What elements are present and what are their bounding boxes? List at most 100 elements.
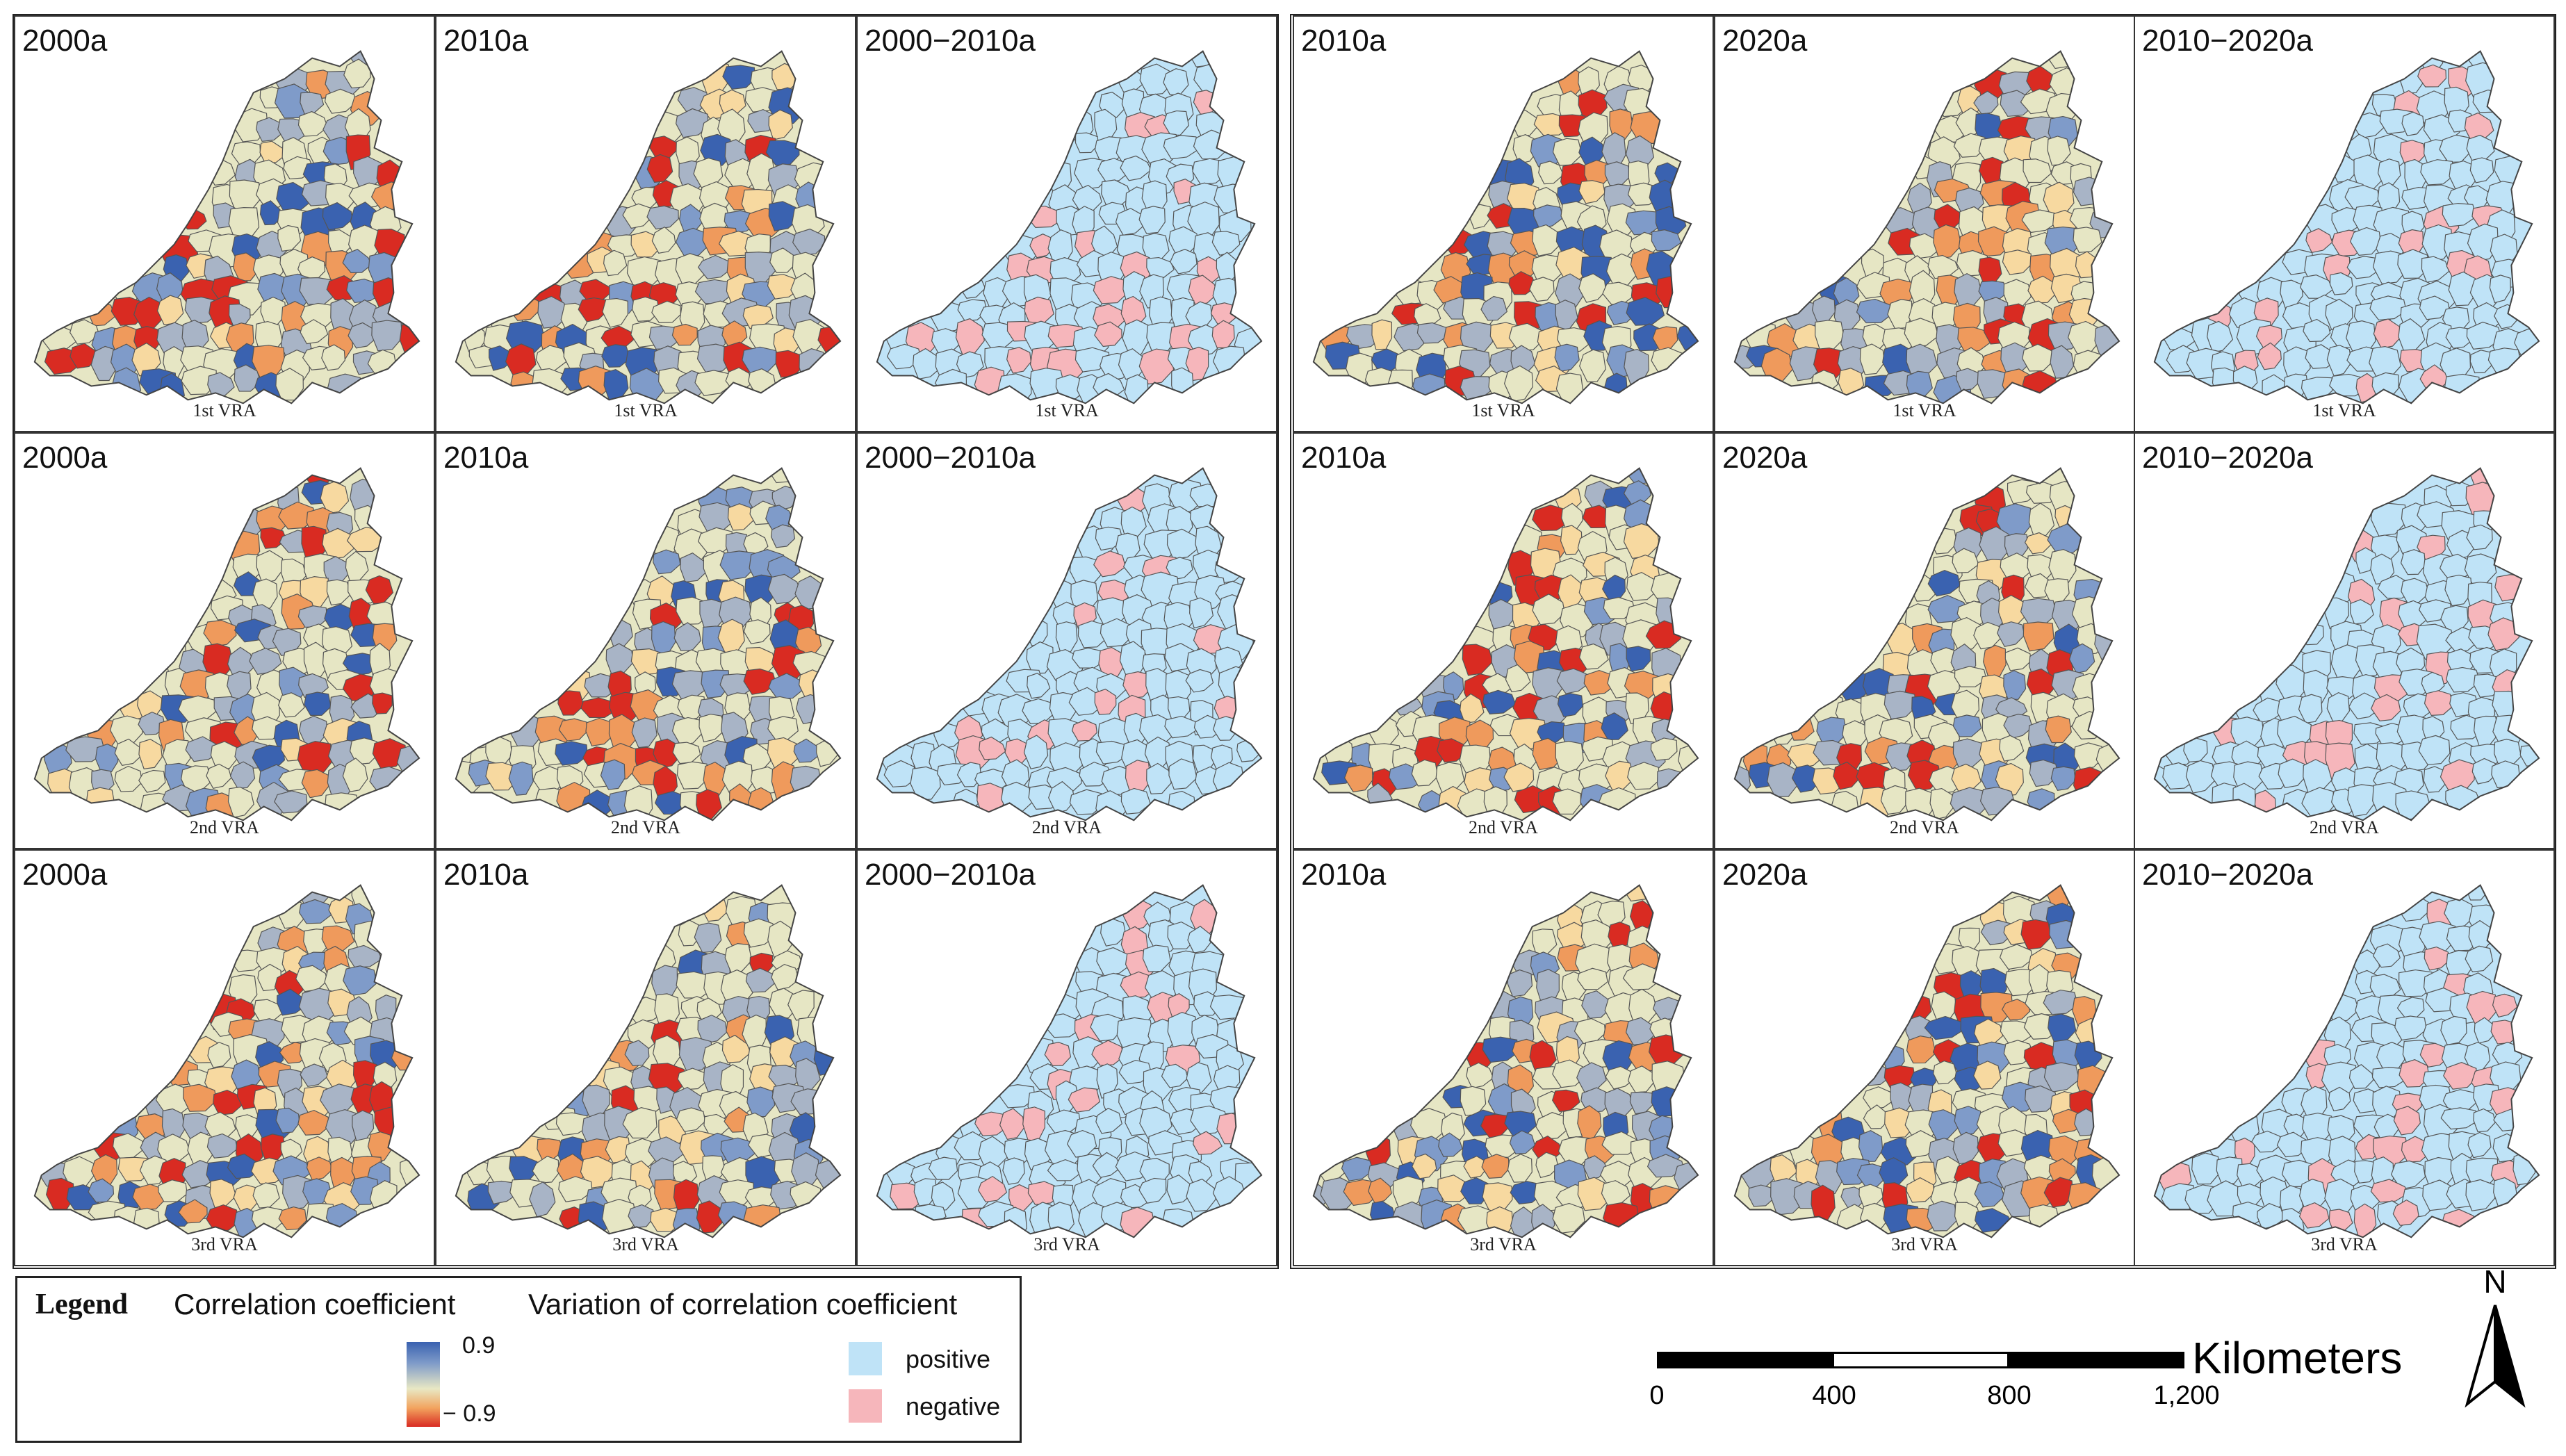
- county-region: [1580, 919, 1614, 954]
- county-region: [1584, 159, 1610, 188]
- county-region: [1952, 1131, 1979, 1165]
- county-region: [1973, 1061, 2002, 1090]
- county-region: [1185, 346, 1209, 382]
- county-region: [673, 622, 702, 651]
- county-region: [256, 117, 285, 142]
- county-region: [348, 944, 383, 968]
- county-region: [724, 942, 753, 973]
- county-region: [744, 574, 778, 606]
- county-region: [1146, 322, 1176, 354]
- county-region: [1049, 742, 1085, 776]
- county-region: [1146, 256, 1175, 279]
- county-region: [557, 690, 585, 716]
- county-region: [626, 256, 663, 289]
- county-region: [769, 247, 796, 273]
- county-region: [110, 343, 140, 377]
- county-region: [2027, 554, 2056, 582]
- county-region: [1578, 763, 1615, 793]
- region-outline: [2153, 467, 2540, 821]
- county-region: [1091, 1040, 1125, 1066]
- county-region: [399, 321, 420, 357]
- county-region: [1996, 503, 2032, 539]
- county-region: [1341, 1156, 1374, 1181]
- county-region: [112, 1133, 145, 1159]
- county-region: [765, 505, 794, 532]
- county-region: [1890, 1082, 1913, 1115]
- county-region: [274, 790, 308, 814]
- county-region: [653, 549, 681, 575]
- county-region: [555, 741, 588, 766]
- north-arrow-icon: N: [2465, 1265, 2526, 1408]
- county-region: [1604, 161, 1631, 186]
- map-panel: 2000a 3rd VRA: [14, 849, 435, 1266]
- county-region: [261, 1134, 286, 1163]
- county-region: [768, 673, 804, 700]
- county-region: [209, 1179, 237, 1209]
- county-region: [1767, 762, 1799, 797]
- county-region: [2002, 999, 2031, 1021]
- county-region: [2474, 715, 2499, 747]
- county-region: [1460, 1086, 1487, 1116]
- county-region: [1973, 90, 1999, 115]
- county-region: [1170, 249, 1198, 275]
- county-region: [2400, 549, 2426, 575]
- county-region: [622, 1106, 657, 1139]
- county-region: [1508, 322, 1544, 352]
- county-region: [1163, 135, 1201, 160]
- county-region: [1574, 1017, 1606, 1045]
- county-region: [651, 621, 676, 655]
- county-region: [1656, 768, 1682, 802]
- county-region: [2492, 993, 2518, 1018]
- county-region: [297, 111, 329, 137]
- county-region: [158, 1179, 188, 1202]
- county-region: [1072, 184, 1102, 214]
- county-region: [631, 717, 657, 749]
- county-region: [505, 343, 537, 377]
- county-region: [1927, 254, 1959, 279]
- county-region: [1554, 343, 1580, 373]
- county-region: [915, 1204, 947, 1225]
- map-panel: 2000a 2nd VRA: [14, 432, 435, 849]
- county-region: [1627, 1065, 1654, 1093]
- county-region: [2449, 160, 2478, 190]
- county-region: [2466, 524, 2493, 550]
- county-region: [770, 524, 796, 548]
- county-region: [2326, 692, 2351, 722]
- county-region: [1047, 1159, 1082, 1181]
- county-region: [297, 605, 328, 628]
- county-region: [178, 1199, 208, 1224]
- county-region: [1188, 1161, 1213, 1186]
- county-region: [1503, 762, 1535, 792]
- county-region: [324, 88, 356, 114]
- county-region: [1909, 270, 1936, 311]
- county-region: [1979, 526, 2011, 563]
- region-outline: [33, 50, 420, 404]
- county-region: [1212, 762, 1245, 800]
- county-region: [2439, 134, 2471, 163]
- county-region: [2440, 1107, 2480, 1130]
- county-region: [2490, 234, 2518, 266]
- county-region: [1555, 300, 1578, 332]
- county-region: [367, 1131, 393, 1163]
- county-region: [790, 765, 822, 801]
- county-region: [1022, 698, 1055, 724]
- county-region: [1072, 719, 1097, 742]
- region-map: [876, 884, 1263, 1238]
- county-region: [157, 1134, 191, 1165]
- county-region: [231, 141, 261, 166]
- county-region: [2371, 1067, 2408, 1088]
- county-region: [1627, 762, 1660, 790]
- county-region: [1192, 744, 1216, 774]
- county-region: [297, 1109, 330, 1136]
- county-region: [306, 1156, 333, 1181]
- county-region: [228, 303, 251, 327]
- county-region: [2392, 1199, 2419, 1226]
- scale-tick-0: 0: [1649, 1381, 1665, 1410]
- county-region: [2049, 919, 2087, 949]
- county-region: [535, 345, 567, 373]
- county-region: [2207, 320, 2234, 353]
- county-region: [679, 204, 703, 234]
- county-region: [2029, 1204, 2060, 1236]
- county-region: [746, 1086, 776, 1118]
- county-region: [2043, 1062, 2080, 1093]
